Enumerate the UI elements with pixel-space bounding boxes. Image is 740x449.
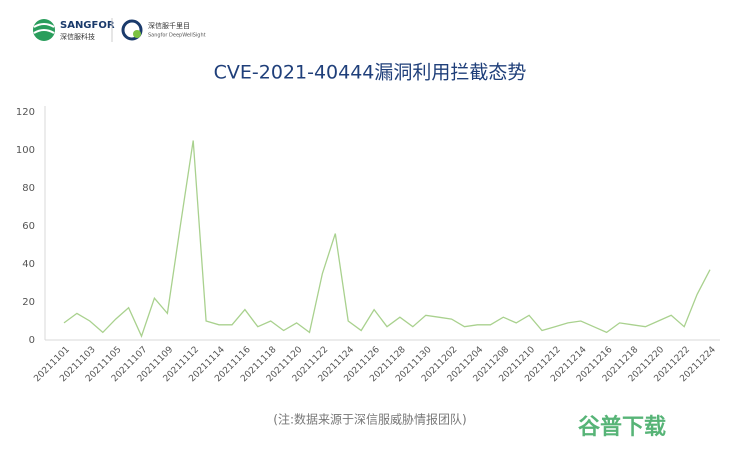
- y-tick-label: 0: [29, 335, 35, 346]
- product-icon-dot: [133, 30, 141, 38]
- product-icon: [121, 19, 143, 41]
- logo: SANGFOR 深信服科技 深信服千里目 Sangfor DeepWellSig…: [33, 18, 206, 42]
- brand: SANGFOR: [60, 20, 115, 31]
- brand-sub: 深信服科技: [60, 32, 95, 41]
- watermark: 谷普下载: [578, 414, 666, 440]
- y-tick-label: 120: [16, 107, 35, 118]
- logo-icon-stripe: [33, 23, 55, 34]
- chart-title: CVE-2021-40444漏洞利用拦截态势: [214, 62, 527, 84]
- y-tick-label: 40: [22, 259, 35, 270]
- product: 深信服千里目: [148, 21, 190, 30]
- y-tick-label: 20: [22, 297, 35, 308]
- y-tick-label: 60: [22, 221, 35, 232]
- note: (注:数据来源于深信服威胁情报团队): [273, 412, 466, 427]
- y-tick-label: 80: [22, 183, 35, 194]
- data-line: [63, 140, 711, 338]
- y-tick-label: 100: [16, 145, 35, 156]
- product-sub: Sangfor DeepWellSight: [148, 33, 206, 39]
